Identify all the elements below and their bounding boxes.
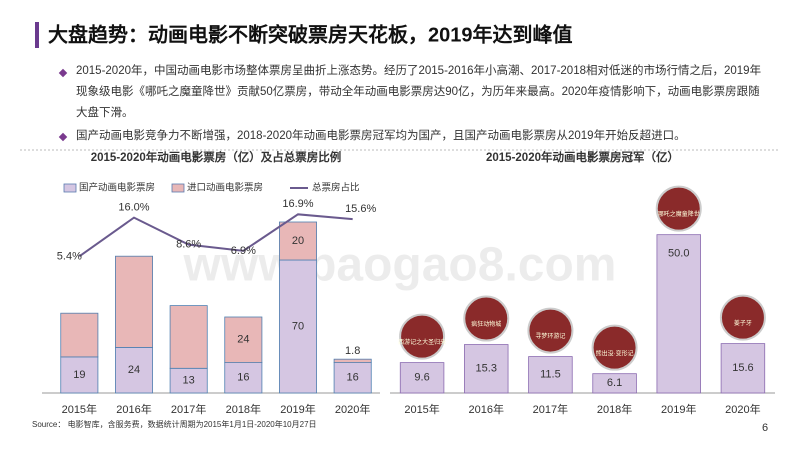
legend-swatch bbox=[171, 183, 185, 193]
bar bbox=[333, 358, 372, 363]
bar bbox=[60, 312, 99, 358]
bullet-text: 国产动画电影竞争力不断增强，2018-2020年动画电影票房冠军均为国产，且国产… bbox=[76, 130, 686, 142]
movie-name: 寻梦环游记 bbox=[535, 332, 565, 340]
data-label: 1.8 bbox=[345, 345, 360, 357]
x-tick-label: 2017年 bbox=[171, 402, 206, 416]
bar bbox=[224, 362, 263, 394]
x-tick-label: 2018年 bbox=[597, 402, 632, 416]
bar bbox=[656, 234, 701, 394]
chart-title: 2015-2020年动画电影票房冠军（亿） bbox=[486, 150, 679, 164]
x-tick-label: 2015年 bbox=[404, 402, 439, 416]
bar bbox=[528, 356, 573, 394]
x-tick-label: 2019年 bbox=[280, 402, 315, 416]
legend-label: 总票房占比 bbox=[312, 182, 360, 194]
poster-icon bbox=[463, 295, 510, 342]
data-label: 15.6% bbox=[345, 203, 376, 215]
poster-icon bbox=[527, 307, 574, 354]
bar bbox=[279, 221, 317, 261]
data-label: 24 bbox=[128, 364, 140, 376]
bar bbox=[333, 362, 372, 394]
x-tick-label: 2016年 bbox=[116, 402, 151, 416]
x-tick-label: 2017年 bbox=[533, 402, 568, 416]
bar bbox=[115, 346, 153, 394]
data-label: 6.9% bbox=[231, 245, 256, 257]
movie-name: 熊出没·变形记 bbox=[596, 349, 634, 357]
data-label: 9.6 bbox=[414, 372, 429, 384]
data-label: 11.5 bbox=[540, 369, 561, 381]
data-label: 24 bbox=[237, 334, 249, 346]
x-tick-label: 2018年 bbox=[226, 402, 261, 416]
bar bbox=[720, 343, 766, 394]
data-label: 19 bbox=[73, 369, 85, 381]
data-label: 8.6% bbox=[176, 239, 201, 251]
legend-swatch bbox=[63, 183, 77, 193]
bar bbox=[115, 255, 153, 348]
x-tick-label: 2020年 bbox=[725, 402, 760, 416]
poster-icon bbox=[655, 185, 702, 232]
legend-label: 进口动画电影票房 bbox=[187, 182, 263, 194]
movie-name: 疯狂动物城 bbox=[471, 320, 501, 328]
data-label: 5.4% bbox=[57, 250, 82, 262]
line bbox=[78, 213, 353, 258]
data-label: 15.3 bbox=[476, 363, 497, 375]
bar bbox=[279, 259, 317, 394]
bar bbox=[464, 344, 509, 394]
bar bbox=[399, 362, 445, 394]
x-tick-label: 2016年 bbox=[469, 402, 504, 416]
poster-icon bbox=[591, 324, 638, 371]
data-label: 13 bbox=[183, 375, 195, 387]
data-label: 16 bbox=[237, 372, 249, 384]
x-tick-label: 2020年 bbox=[335, 402, 370, 416]
x-tick-label: 2015年 bbox=[62, 402, 97, 416]
chart-title: 2015-2020年动画电影票房（亿）及占总票房比例 bbox=[91, 150, 342, 164]
poster-icon bbox=[719, 294, 766, 341]
movie-name: 西游记之大圣归来 bbox=[398, 338, 446, 346]
data-label: 16 bbox=[347, 372, 359, 384]
slide-title: 大盘趋势：动画电影不断突破票房天花板，2019年达到峰值 bbox=[48, 22, 573, 46]
title-accent bbox=[35, 22, 39, 48]
data-label: 16.0% bbox=[118, 202, 149, 214]
bar bbox=[169, 305, 208, 369]
bar bbox=[592, 373, 637, 394]
source: Source： 电影智库，含服务费，数据统计周期为2015年1月1日-2020年… bbox=[32, 419, 317, 429]
movie-name: 姜子牙 bbox=[734, 319, 752, 327]
movie-name: 哪吒之魔童降世 bbox=[658, 210, 700, 218]
poster-icon bbox=[399, 313, 446, 360]
page-number: 6 bbox=[762, 422, 768, 434]
data-label: 70 bbox=[292, 320, 304, 332]
data-label: 15.6 bbox=[732, 362, 753, 374]
data-label: 20 bbox=[292, 235, 304, 247]
bar bbox=[224, 316, 263, 363]
data-label: 50.0 bbox=[668, 248, 689, 260]
watermark: www.baogao8.com bbox=[183, 239, 617, 292]
x-tick-label: 2019年 bbox=[661, 402, 696, 416]
bullet-text: 2015-2020年，中国动画电影市场整体票房呈曲折上涨态势。经历了2015-2… bbox=[76, 65, 762, 119]
bar bbox=[169, 367, 208, 394]
legend-label: 国产动画电影票房 bbox=[79, 182, 155, 194]
data-label: 16.9% bbox=[282, 198, 313, 210]
data-label: 6.1 bbox=[607, 377, 622, 389]
